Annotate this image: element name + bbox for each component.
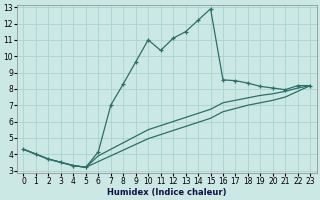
X-axis label: Humidex (Indice chaleur): Humidex (Indice chaleur) <box>107 188 227 197</box>
